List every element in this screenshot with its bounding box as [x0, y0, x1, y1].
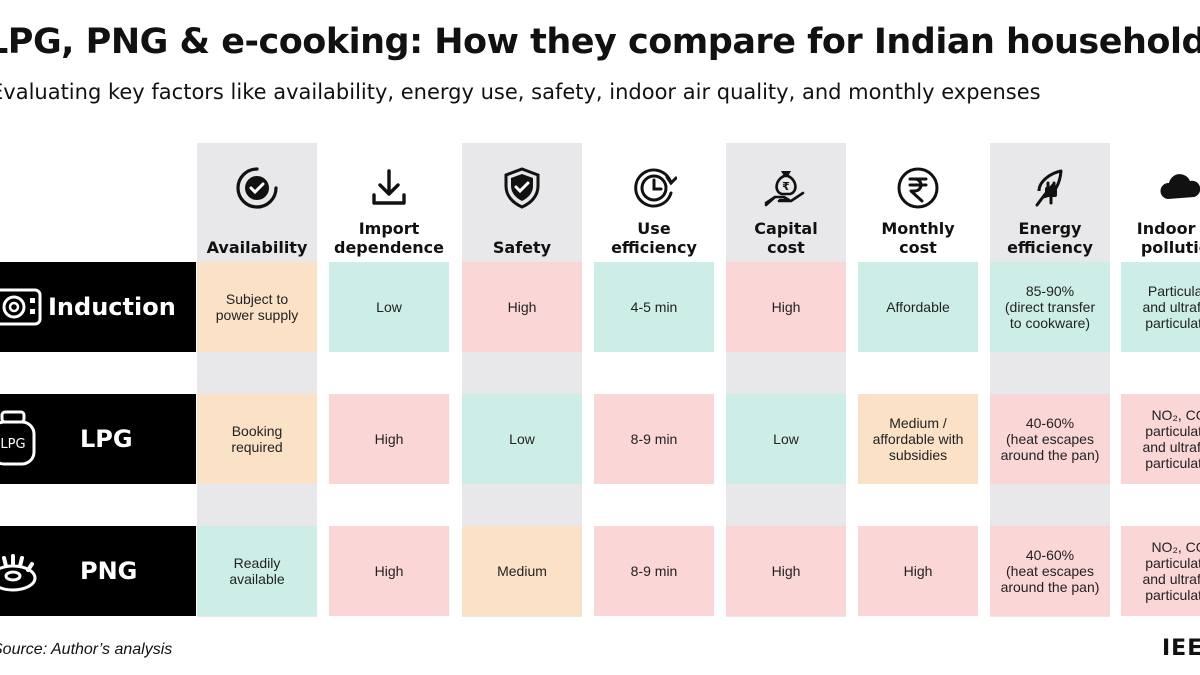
leaf-plug-icon [1027, 165, 1073, 211]
column-header-label: Energy efficiency [1007, 219, 1093, 257]
induction-stove-icon [0, 278, 46, 336]
cell-png-energy-efficiency: 40-60% (heat escapes around the pan) [990, 526, 1110, 616]
row-label-text: Induction [48, 293, 176, 321]
column-header-monthly-cost: Monthly cost [858, 143, 978, 261]
cell-induction-indoor-air-pollution: Particulate and ultrafine particulates [1121, 262, 1200, 352]
cell-lpg-capital-cost: Low [726, 394, 846, 484]
row-label-png: PNG [0, 526, 196, 616]
cell-png-use-efficiency: 8-9 min [594, 526, 714, 616]
column-header-label: Safety [492, 238, 552, 257]
source-note: Source: Author’s analysis [0, 641, 173, 658]
row-label-induction: Induction [0, 262, 196, 352]
column-header-label: Use efficiency [611, 219, 697, 257]
svg-text:LPG: LPG [0, 437, 25, 452]
cell-lpg-monthly-cost: Medium / affordable with subsidies [858, 394, 978, 484]
cell-lpg-import-dependence: High [329, 394, 449, 484]
money-bag-hand-icon: ₹ [763, 165, 809, 211]
cell-png-capital-cost: High [726, 526, 846, 616]
cloud-icon [1158, 165, 1200, 211]
column-header-label: Import dependence [333, 219, 445, 257]
chart-subtitle: Evaluating key factors like availability… [0, 80, 1041, 104]
cell-lpg-energy-efficiency: 40-60% (heat escapes around the pan) [990, 394, 1110, 484]
column-header-capital-cost: ₹ Capital cost [726, 143, 846, 261]
check-circle-icon [234, 165, 280, 211]
column-header-label: Indoor air pollution [1136, 219, 1200, 257]
column-header-import-dependence: Import dependence [329, 143, 449, 261]
column-header-energy-efficiency: Energy efficiency [990, 143, 1110, 261]
column-header-label: Availability [206, 238, 308, 257]
cell-png-monthly-cost: High [858, 526, 978, 616]
cell-lpg-use-efficiency: 8-9 min [594, 394, 714, 484]
column-header-use-efficiency: Use efficiency [594, 143, 714, 261]
svg-text:₹: ₹ [782, 180, 790, 193]
clock-cycle-icon [631, 165, 678, 211]
cell-induction-availability: Subject to power supply [197, 262, 317, 352]
cell-induction-monthly-cost: Affordable [858, 262, 978, 352]
rupee-icon [895, 165, 941, 211]
cell-induction-import-dependence: Low [329, 262, 449, 352]
brand-logo: IEEFA [1162, 636, 1200, 661]
shield-check-icon [499, 165, 545, 211]
cell-induction-use-efficiency: 4-5 min [594, 262, 714, 352]
column-header-label: Monthly cost [881, 219, 955, 257]
cell-png-availability: Readily available [197, 526, 317, 616]
column-header-indoor-air-pollution: Indoor air pollution [1121, 143, 1200, 261]
row-label-text: LPG [80, 425, 133, 453]
cell-lpg-indoor-air-pollution: NO₂, CO, particulates and ultrafine part… [1121, 394, 1200, 484]
column-header-label: Capital cost [754, 219, 818, 257]
column-header-availability: Availability [197, 143, 317, 261]
cell-png-indoor-air-pollution: NO₂, CO, particulates and ultrafine part… [1121, 526, 1200, 616]
cell-lpg-availability: Booking required [197, 394, 317, 484]
column-header-safety: Safety [462, 143, 582, 261]
row-label-text: PNG [80, 557, 138, 585]
download-icon [366, 165, 412, 211]
cell-png-safety: Medium [462, 526, 582, 616]
cell-png-import-dependence: High [329, 526, 449, 616]
gas-burner-icon [0, 542, 42, 600]
chart-title: LPG, PNG & e-cooking: How they compare f… [0, 22, 1200, 62]
cell-induction-safety: High [462, 262, 582, 352]
gas-cylinder-icon: LPG [0, 410, 42, 468]
row-label-lpg: LPG LPG [0, 394, 196, 484]
cell-induction-energy-efficiency: 85-90% (direct transfer to cookware) [990, 262, 1110, 352]
cell-lpg-safety: Low [462, 394, 582, 484]
cell-induction-capital-cost: High [726, 262, 846, 352]
